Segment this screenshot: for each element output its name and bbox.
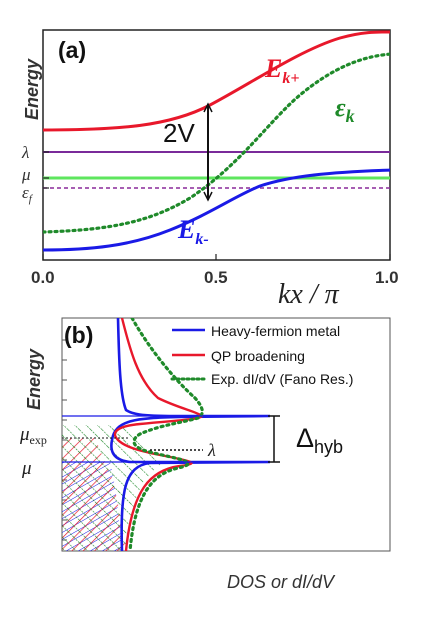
panel-a-label: (a) <box>58 37 86 63</box>
series-exp-didv <box>128 318 204 551</box>
lambda-annotation: λ <box>207 440 216 460</box>
ek-minus-label: Ek- <box>177 215 209 248</box>
eps-k-label: εk <box>335 93 355 126</box>
epsf-tick-label: εf <box>22 183 34 205</box>
a-energy-axis-label: Energy <box>22 58 42 120</box>
a-xaxis-label: kx / π <box>278 279 340 310</box>
series-ek-plus <box>43 30 390 132</box>
panel-b-label: (b) <box>64 322 93 348</box>
mu-tick-label: μ <box>21 165 31 184</box>
legend-label-exp-didv: Exp. dI/dV (Fano Res.) <box>211 371 353 387</box>
mu-exp-tick-label: μexp <box>19 424 47 447</box>
a-xtick-label-05: 0.5 <box>204 268 228 287</box>
series-heavy-fermion <box>110 318 271 551</box>
legend: Heavy-fermion metal QP broadening Exp. d… <box>170 323 353 387</box>
panel-a: (a) Energy Ek+ εk Ek- 2V λ μ εf 0.0 0.5 … <box>21 29 399 310</box>
filled-states-green <box>62 425 165 551</box>
b-xaxis-label: DOS or dI/dV <box>227 572 336 592</box>
gap-arrow-top <box>203 102 213 113</box>
panel-b: Heavy-fermion metal QP broadening Exp. d… <box>19 317 391 592</box>
legend-label-qp-broadening: QP broadening <box>211 348 305 364</box>
mu-tick-label-b: μ <box>21 458 32 479</box>
a-xtick-label-0: 0.0 <box>31 268 55 287</box>
legend-label-heavy-fermion: Heavy-fermion metal <box>211 323 340 339</box>
ek-plus-label: Ek+ <box>264 54 299 87</box>
b-energy-axis-label: Energy <box>24 348 44 410</box>
series-ek-minus <box>43 168 390 252</box>
lambda-tick-label: λ <box>21 143 29 162</box>
series-eps-k <box>43 52 390 234</box>
two-v-label: 2V <box>163 118 195 148</box>
delta-hyb-label: Δhyb <box>296 423 343 457</box>
panel-a-frame <box>42 29 391 261</box>
a-xtick-label-1: 1.0 <box>375 268 399 287</box>
gap-arrow-bottom <box>203 191 213 202</box>
